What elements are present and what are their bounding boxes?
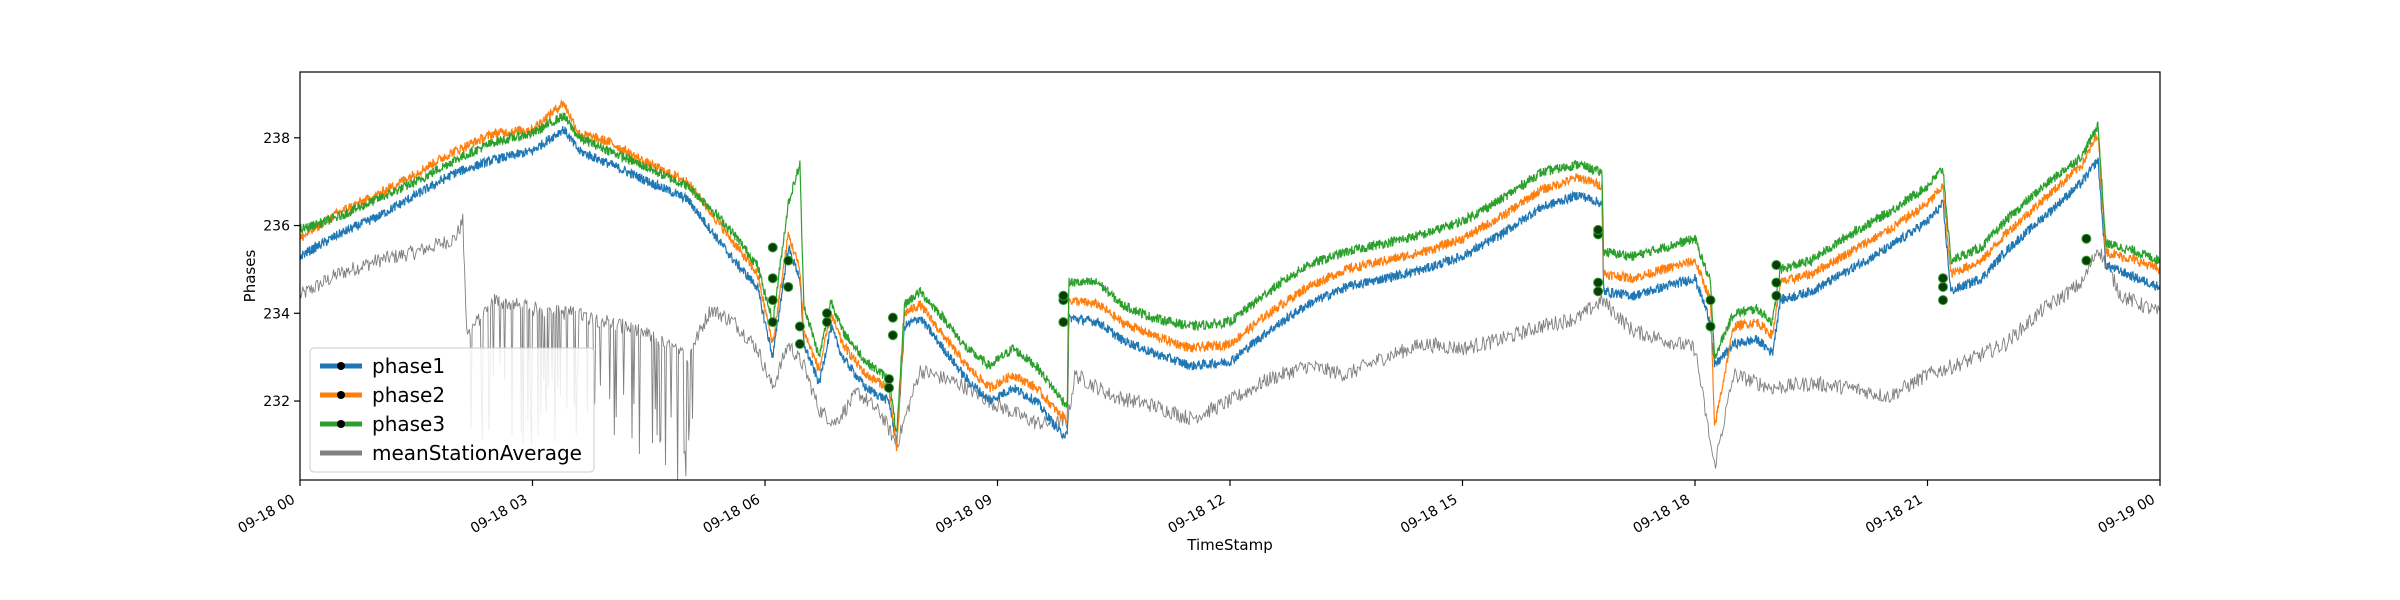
x-axis: 09-18 00 09-18 03 09-18 06 09-18 09 09-18 12… xyxy=(235,480,2161,537)
y-axis-label: Phases xyxy=(241,250,259,303)
y-axis: 232 234 236 238 xyxy=(263,131,300,410)
anomaly-marker xyxy=(767,273,778,284)
anomaly-markers xyxy=(767,224,2092,393)
series-line-meanStationAverage xyxy=(300,213,2160,480)
x-tick-label: 09-18 21 xyxy=(1863,492,1926,537)
legend-label-phase3: phase3 xyxy=(372,412,445,436)
anomaly-marker xyxy=(1771,260,1782,271)
x-tick-label: 09-18 15 xyxy=(1398,492,1461,537)
anomaly-marker xyxy=(794,321,805,332)
x-tick-label: 09-18 12 xyxy=(1165,492,1228,537)
x-tick-label: 09-19 00 xyxy=(2095,492,2158,537)
y-tick-label: 236 xyxy=(263,219,290,235)
series-line-phase2 xyxy=(300,98,2160,452)
anomaly-marker xyxy=(822,308,832,319)
series-lines xyxy=(300,98,2160,480)
y-tick-label: 232 xyxy=(263,394,290,410)
x-tick-label: 09-18 09 xyxy=(933,492,996,537)
anomaly-marker xyxy=(783,281,794,292)
x-axis-label: TimeStamp xyxy=(1186,536,1272,554)
legend-label-meanStationAverage: meanStationAverage xyxy=(372,441,582,465)
anomaly-marker xyxy=(1771,290,1782,301)
anomaly-marker xyxy=(1938,281,1948,292)
series-line-phase1 xyxy=(300,126,2160,448)
anomaly-marker xyxy=(1705,321,1716,332)
anomaly-marker xyxy=(794,339,805,349)
anomaly-marker xyxy=(884,382,894,393)
anomaly-marker xyxy=(1705,295,1716,306)
y-tick-label: 238 xyxy=(263,131,290,147)
legend-box xyxy=(309,347,595,473)
series-line-phase3 xyxy=(300,112,2160,433)
anomaly-marker xyxy=(1593,286,1604,297)
legend: phase1 phase2 phase3 meanStationAverage xyxy=(309,347,595,473)
anomaly-marker xyxy=(1058,317,1069,328)
x-tick-label: 09-18 00 xyxy=(235,492,298,537)
anomaly-marker xyxy=(1058,290,1069,301)
anomaly-marker xyxy=(822,317,832,328)
anomaly-marker xyxy=(767,295,778,306)
legend-marker-phase3 xyxy=(337,420,345,428)
anomaly-marker xyxy=(887,312,898,323)
anomaly-marker xyxy=(1593,224,1604,235)
anomaly-marker xyxy=(887,330,898,341)
y-tick-label: 234 xyxy=(263,306,290,322)
anomaly-marker xyxy=(2081,255,2092,266)
legend-marker-phase2 xyxy=(337,391,345,399)
legend-label-phase1: phase1 xyxy=(372,354,445,378)
x-tick-label: 09-18 18 xyxy=(1630,492,1693,537)
anomaly-marker xyxy=(2081,233,2092,244)
anomaly-marker xyxy=(1938,295,1948,306)
legend-marker-phase1 xyxy=(337,362,345,370)
anomaly-marker xyxy=(1771,277,1782,288)
x-tick-label: 09-18 03 xyxy=(468,492,531,537)
anomaly-marker xyxy=(1938,273,1948,284)
anomaly-marker xyxy=(767,317,778,328)
anomaly-marker xyxy=(783,255,794,266)
anomaly-marker xyxy=(1593,277,1604,288)
anomaly-marker xyxy=(884,374,894,385)
anomaly-marker xyxy=(767,242,778,253)
x-tick-label: 09-18 06 xyxy=(700,492,763,537)
legend-label-phase2: phase2 xyxy=(372,383,445,407)
